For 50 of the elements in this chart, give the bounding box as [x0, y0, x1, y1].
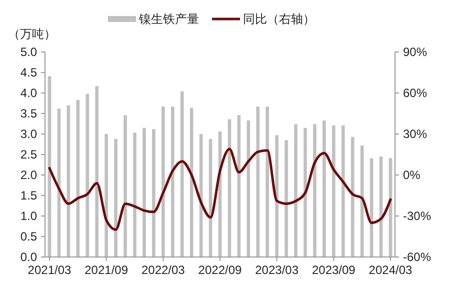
bar — [266, 106, 270, 257]
y2-tick-label: -60% — [403, 250, 432, 264]
bar — [275, 135, 278, 257]
x-tick-label: 2022/09 — [198, 263, 242, 277]
y-tick-label: 1.0 — [20, 209, 38, 224]
y2-tick-label: -30% — [403, 209, 432, 224]
y-tick-label: 4.0 — [20, 86, 38, 100]
x-tick-label: 2023/03 — [255, 263, 299, 277]
x-tick-label: 2022/03 — [141, 263, 186, 277]
bar — [95, 86, 99, 257]
bar — [114, 138, 118, 257]
bar — [170, 106, 174, 257]
bar — [304, 128, 307, 257]
bar — [341, 125, 345, 257]
x-tick-label: 2024/03 — [368, 263, 413, 277]
bar — [256, 106, 260, 257]
bar — [350, 136, 354, 257]
x-tick-label: 2021/09 — [84, 263, 128, 277]
x-tick-label: 2023/09 — [312, 263, 356, 277]
y-tick-label: 0.0 — [20, 250, 38, 264]
bar — [133, 132, 136, 257]
bar — [162, 106, 165, 257]
x-tick-label: 2021/03 — [28, 263, 72, 277]
bar — [284, 140, 288, 257]
bar — [152, 129, 156, 257]
y-tick-label: 5.0 — [20, 45, 38, 60]
bar — [180, 91, 184, 257]
bar — [86, 94, 90, 257]
bar — [142, 128, 146, 257]
bar — [104, 134, 108, 257]
y-tick-label: 4.5 — [20, 66, 38, 80]
legend-label: 同比（右轴） — [243, 12, 315, 26]
bar — [294, 124, 298, 257]
legend-label: 镍生铁产量 — [138, 12, 199, 26]
line-series — [48, 148, 392, 231]
y-tick-label: 0.5 — [20, 230, 38, 244]
y-tick-label: 3.0 — [20, 127, 38, 142]
y-tick-label: 3.5 — [20, 106, 38, 121]
bar — [332, 125, 336, 257]
y2-tick-label: 90% — [403, 45, 428, 60]
bar — [124, 115, 127, 257]
y-axis-title: （万吨） — [8, 27, 56, 41]
y2-tick-label: 30% — [403, 127, 428, 142]
y-tick-label: 1.5 — [20, 188, 38, 203]
y2-tick-label: 0% — [403, 168, 421, 182]
y-tick-label: 2.0 — [20, 168, 38, 182]
y-tick-label: 2.5 — [20, 148, 38, 162]
bar — [322, 120, 326, 257]
bar — [313, 124, 316, 257]
y2-tick-label: 60% — [403, 86, 428, 100]
